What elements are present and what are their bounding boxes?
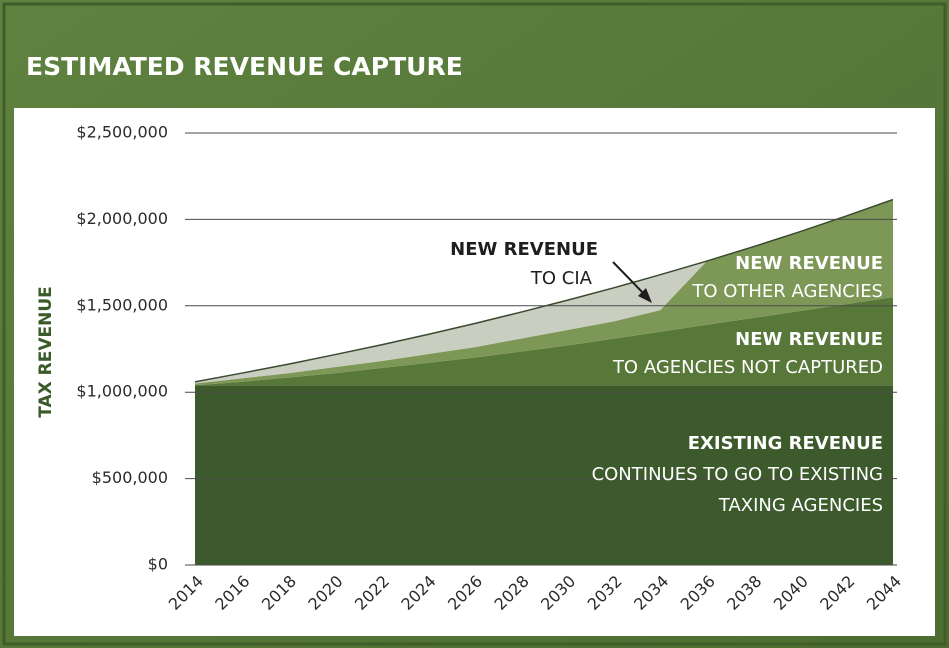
y-axis-label: TAX REVENUE — [36, 286, 56, 418]
series-label: NEW REVENUE — [735, 253, 883, 274]
series-label: NEW REVENUE — [450, 239, 598, 260]
annotation-arrow — [612, 261, 647, 297]
chart-title: ESTIMATED REVENUE CAPTURE — [26, 52, 463, 81]
series-label-line: CONTINUES TO GO TO EXISTING — [592, 464, 883, 485]
series-label: NEW REVENUE — [735, 329, 883, 350]
series-label-line: TO CIA — [530, 268, 593, 289]
y-tick-label: $1,000,000 — [76, 382, 168, 401]
series-label-line: TO AGENCIES NOT CAPTURED — [612, 357, 883, 378]
y-tick-label: $0 — [148, 555, 168, 574]
y-tick-label: $500,000 — [92, 468, 168, 487]
series-label-line: TO OTHER AGENCIES — [691, 281, 883, 302]
area — [195, 385, 893, 565]
annotation-arrowhead — [638, 288, 652, 303]
y-tick-label: $2,000,000 — [76, 209, 168, 228]
series-label: EXISTING REVENUE — [688, 433, 883, 454]
y-tick-label: $1,500,000 — [76, 295, 168, 314]
series-label-line: TAXING AGENCIES — [718, 495, 883, 516]
y-tick-label: $2,500,000 — [76, 123, 168, 142]
area — [195, 297, 893, 386]
area — [195, 199, 893, 386]
